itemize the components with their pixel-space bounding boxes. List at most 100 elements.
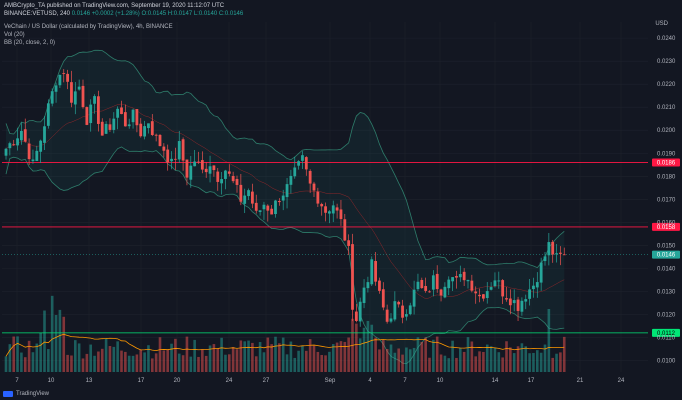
- candle-body: [324, 206, 327, 213]
- y-tick-label: 0.0230: [657, 59, 676, 65]
- candle-body: [181, 139, 185, 161]
- candle-body: [58, 74, 62, 86]
- volume-bar: [74, 340, 77, 372]
- candle-body: [50, 91, 54, 104]
- candle-body: [443, 286, 447, 298]
- candle-body: [562, 254, 566, 256]
- volume-bar: [397, 348, 400, 372]
- candle-body: [401, 305, 404, 318]
- candle-body: [20, 131, 23, 141]
- y-tick-label: 0.0120: [657, 312, 676, 318]
- candle-body: [516, 299, 520, 311]
- candle-body: [212, 165, 216, 171]
- candle-body: [389, 318, 393, 322]
- y-tick-label: 0.0140: [657, 266, 676, 272]
- candle-body: [220, 179, 223, 184]
- volume-bar: [289, 341, 293, 372]
- volume-bar: [58, 309, 62, 372]
- volume-bar: [308, 339, 312, 372]
- last-price-label: 0.0146: [657, 253, 676, 259]
- candle-body: [227, 171, 231, 174]
- candle-body: [189, 165, 193, 180]
- volume-bar: [512, 353, 516, 372]
- y-tick-label: 0.0170: [657, 197, 676, 203]
- candle-body: [393, 301, 397, 320]
- volume-bar: [254, 356, 258, 372]
- candle-body: [81, 85, 85, 108]
- volume-bar: [208, 345, 212, 372]
- volume-bar: [389, 344, 393, 372]
- candle-body: [455, 276, 458, 278]
- level-price-tag: [652, 158, 680, 167]
- volume-bar: [124, 351, 127, 372]
- volume-bar: [228, 354, 231, 372]
- candle-body: [435, 273, 439, 290]
- volume-bar: [143, 352, 146, 372]
- candle-body: [470, 280, 474, 291]
- candle-body: [258, 210, 262, 212]
- x-tick-label: 7: [15, 378, 19, 384]
- candle-body: [512, 300, 516, 304]
- candle-body: [200, 160, 204, 170]
- candle-body: [462, 271, 466, 281]
- volume-bar: [385, 349, 389, 372]
- candle-body: [35, 150, 39, 161]
- volume-bar: [474, 356, 477, 372]
- volume-bar: [274, 336, 277, 372]
- volume-bar: [328, 351, 331, 372]
- candle-body: [424, 285, 428, 291]
- candle-body: [328, 211, 331, 214]
- candle-body: [543, 256, 547, 262]
- candle-body: [150, 121, 154, 136]
- candle-body: [43, 126, 46, 143]
- volume-bar: [258, 342, 262, 372]
- volume-bar: [81, 358, 85, 372]
- candle-body: [451, 277, 454, 282]
- volume-bar: [216, 348, 220, 372]
- candle-body: [177, 141, 181, 160]
- candle-body: [62, 73, 66, 75]
- volume-bar: [139, 349, 143, 372]
- candle-body: [343, 219, 347, 241]
- bb-upper: [5, 49, 565, 269]
- candle-body: [408, 305, 412, 315]
- candle-body: [123, 112, 127, 127]
- y-tick-label: 0.0100: [657, 358, 676, 364]
- x-tick-label: 20: [174, 378, 181, 384]
- x-tick-label: 13: [86, 378, 93, 384]
- candle-body: [320, 204, 324, 207]
- candle-body: [366, 282, 370, 289]
- bb-indicator-label[interactable]: BB (20, close, 2, 0): [4, 40, 56, 46]
- price-axis[interactable]: 0.0240 0.0230 0.0220 0.0210 0.0200 0.0190 0.01…: [657, 36, 676, 364]
- tradingview-logo[interactable]: TradingView: [3, 391, 49, 397]
- candle-body: [493, 280, 497, 287]
- volume-bar: [366, 320, 370, 372]
- time-axis[interactable]: 7 10 13 17 20 24 27 Sep 4 7 10 14 17 21 24: [15, 378, 625, 384]
- volume-bar: [551, 357, 554, 372]
- volume-bar: [131, 355, 135, 372]
- volume-indicator-label[interactable]: Vol (20): [4, 32, 25, 38]
- candle-body: [458, 274, 462, 278]
- candle-body: [485, 291, 489, 299]
- candle-body: [27, 143, 31, 160]
- candle-body: [70, 82, 73, 103]
- volume-bar: [16, 336, 19, 372]
- candle-body: [551, 241, 555, 255]
- volume-bar: [347, 337, 350, 372]
- y-tick-label: 0.0160: [657, 220, 676, 226]
- candle-body: [508, 298, 512, 306]
- volume-bar: [547, 309, 551, 372]
- volume-bar: [408, 349, 412, 372]
- volume-bar: [370, 324, 374, 372]
- volume-bar: [316, 351, 320, 372]
- x-tick-label: 24: [226, 378, 233, 384]
- volume-bar: [235, 349, 239, 372]
- volume-bar: [266, 337, 270, 372]
- volume-bar: [270, 344, 273, 372]
- candle-body: [354, 311, 358, 321]
- candle-body: [231, 175, 235, 182]
- x-tick-label: 17: [138, 378, 145, 384]
- level-price-label: 0.0186: [657, 160, 676, 166]
- bb-fill: [6, 50, 565, 364]
